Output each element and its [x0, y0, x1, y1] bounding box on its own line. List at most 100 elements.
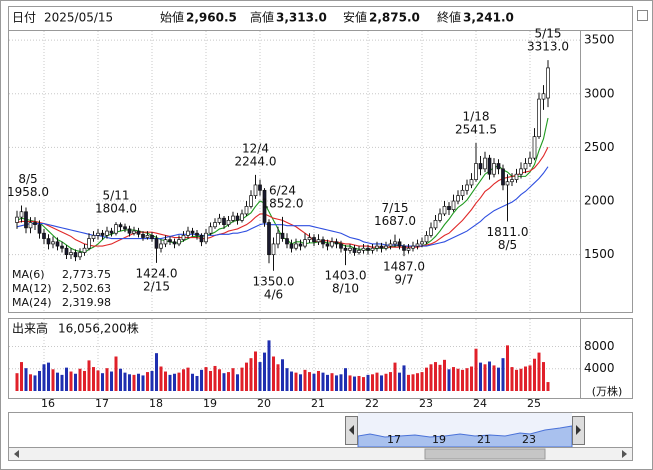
- candle-body: [334, 241, 339, 245]
- volume-bar: [375, 372, 379, 391]
- candle-body: [537, 98, 541, 138]
- annotation-value: 1811.0: [487, 225, 529, 239]
- volume-bar: [533, 358, 536, 391]
- volume-bar: [312, 373, 316, 391]
- legend-name: MA(24): [12, 296, 52, 309]
- volume-bar: [87, 360, 91, 391]
- volume-bar: [150, 370, 154, 391]
- candle-body: [177, 239, 181, 245]
- candle-body: [510, 179, 514, 183]
- candle-body: [163, 239, 168, 245]
- volume-bar: [186, 367, 190, 391]
- candle-body: [465, 184, 469, 191]
- candle-body: [195, 232, 199, 236]
- volume-bar: [29, 374, 32, 391]
- volume-bar: [371, 374, 374, 391]
- candle-body: [186, 230, 190, 236]
- x-tick-label: 17: [95, 397, 109, 410]
- candle-body: [118, 224, 123, 228]
- volume-bar: [519, 368, 523, 391]
- annotation-value: 1687.0: [374, 214, 416, 228]
- volume-bar: [402, 365, 406, 391]
- volume-bar: [456, 368, 460, 391]
- candle-body: [316, 239, 321, 243]
- volume-bar: [510, 367, 514, 391]
- volume-bar: [492, 365, 496, 391]
- volume-bar: [425, 367, 428, 391]
- volume-title: 出来高: [12, 321, 48, 336]
- navigator-label: 23: [522, 433, 536, 446]
- volume-bar: [429, 364, 433, 391]
- candle-body: [541, 93, 546, 100]
- date-label: 日付: [12, 11, 36, 25]
- volume-bar: [276, 364, 280, 391]
- candle-body: [199, 235, 204, 243]
- header-box: [8, 6, 633, 31]
- volume-bar: [483, 364, 487, 391]
- volume-bar: [398, 372, 401, 391]
- candle-body: [505, 181, 510, 186]
- volume-bar: [56, 372, 59, 391]
- x-tick-label: 21: [311, 397, 325, 410]
- candle-body: [474, 163, 478, 180]
- candle-body: [357, 250, 361, 253]
- candle-body: [532, 136, 537, 159]
- annotation-value: 1958.0: [7, 185, 49, 199]
- volume-bar: [213, 365, 217, 391]
- candle-body: [240, 213, 244, 221]
- candle-body: [226, 219, 231, 225]
- volume-bar: [281, 359, 284, 391]
- volume-bar: [96, 370, 100, 391]
- volume-bar: [200, 369, 203, 391]
- candle-body: [82, 247, 87, 253]
- legend-value: 2,319.98: [62, 296, 111, 309]
- field-name: 始値: [160, 10, 184, 25]
- volume-bar: [524, 366, 527, 391]
- annotation-date: 5/15: [535, 27, 562, 41]
- candle-body: [114, 224, 118, 234]
- volume-bar: [222, 373, 226, 391]
- candle-body: [411, 245, 415, 249]
- annotation-value: 2541.5: [455, 122, 497, 136]
- x-tick-label: 24: [473, 397, 487, 410]
- candle-body: [37, 224, 42, 234]
- volume-bar: [182, 369, 185, 391]
- candle-body: [492, 163, 496, 175]
- volume-bar: [380, 375, 383, 391]
- x-tick-label: 19: [203, 397, 217, 410]
- navigator-label: 21: [477, 433, 491, 446]
- annotation-date: 1/18: [463, 109, 490, 123]
- candle-body: [91, 235, 96, 239]
- candle-body: [168, 239, 172, 243]
- candle-body: [73, 252, 78, 258]
- volume-bar: [465, 368, 469, 391]
- navigator-label: 19: [432, 433, 446, 446]
- volume-bar: [420, 372, 424, 391]
- volume-bar: [254, 351, 257, 391]
- volume-bar: [389, 372, 392, 391]
- volume-bar: [119, 368, 122, 391]
- volume-bar: [168, 374, 172, 391]
- volume-bar: [164, 371, 167, 391]
- volume-bar: [461, 369, 464, 391]
- candle-body: [397, 241, 402, 247]
- annotation-date: 8/5: [18, 172, 37, 186]
- candle-body: [298, 243, 303, 247]
- candle-body: [501, 168, 505, 186]
- candle-body: [51, 241, 55, 245]
- scroll-right[interactable]: [622, 450, 627, 458]
- volume-bar: [218, 369, 221, 391]
- navigator-area: [357, 425, 573, 448]
- scroll-left[interactable]: [14, 450, 19, 458]
- candle-body: [361, 247, 366, 251]
- date: 2025/05/15: [44, 11, 113, 25]
- candle-body: [267, 222, 271, 256]
- volume-bar: [488, 361, 491, 391]
- settings-box[interactable]: [637, 10, 648, 21]
- volume-current: 16,056,200株: [58, 321, 139, 336]
- candle-body: [159, 243, 163, 249]
- scroll-thumb[interactable]: [424, 448, 546, 460]
- volume-bar: [546, 382, 550, 391]
- field-value: 3,241.0: [463, 11, 514, 25]
